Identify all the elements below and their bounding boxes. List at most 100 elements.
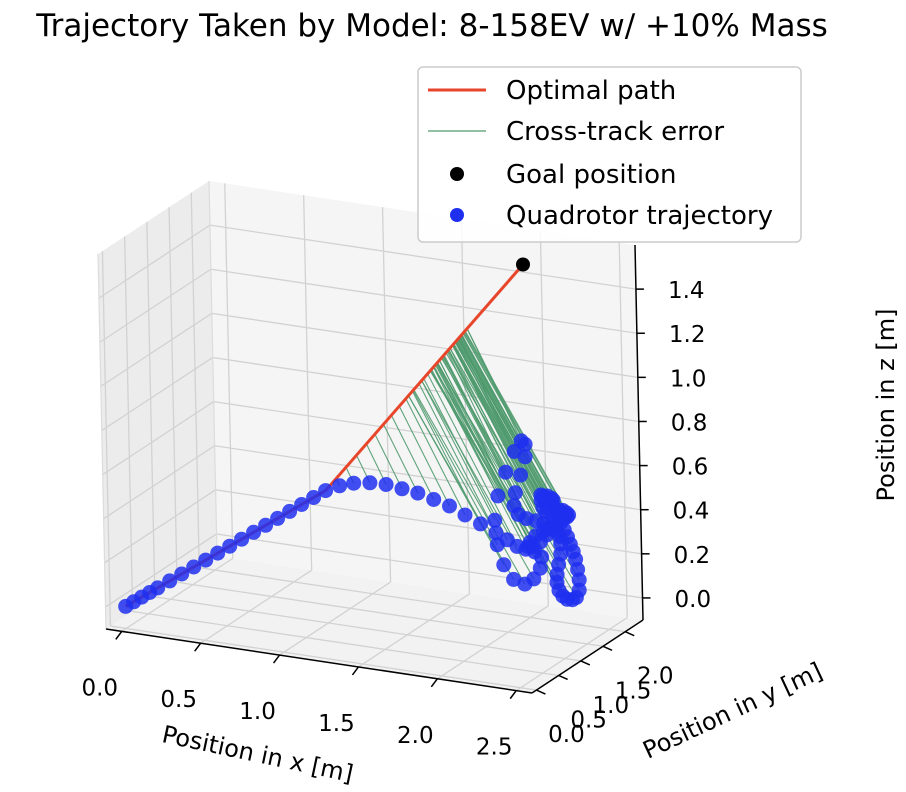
z-axis-label: Position in z [m] <box>872 309 900 502</box>
trajectory-point <box>442 498 457 514</box>
grid-x-back-0.0 <box>224 183 234 559</box>
cross-track-error-line <box>464 330 570 516</box>
trajectory-point <box>507 485 523 501</box>
trajectory-point <box>362 475 378 491</box>
x-tick-label: 2.5 <box>476 735 513 761</box>
cross-track-error-line <box>365 443 387 485</box>
x-tick-label: 0.5 <box>160 687 197 713</box>
z-axis-line <box>634 244 644 621</box>
cross-track-error-line <box>427 373 518 547</box>
cross-track-error-line <box>452 344 544 508</box>
grid-z-back-0.4 <box>214 445 641 511</box>
cross-track-error-line <box>463 332 568 518</box>
cross-track-error-line <box>447 350 544 532</box>
z-tick-label: 1.2 <box>669 322 706 348</box>
z-tick-label: 0.8 <box>671 410 708 436</box>
grid-x-back-0.5 <box>303 195 313 571</box>
z-tick-label: 1.0 <box>670 366 707 392</box>
grid-z-back-1.4 <box>209 224 637 290</box>
cross-track-error-line <box>460 335 552 499</box>
trajectory-point <box>496 557 512 573</box>
pane-edge-1 <box>97 253 107 630</box>
x-tick-label: 1.0 <box>239 699 276 725</box>
y-tick-mark-0.5 <box>558 674 568 681</box>
trajectory-point <box>488 525 504 541</box>
grid-z-wall-0.8 <box>101 356 214 432</box>
goal-position-series <box>516 257 530 272</box>
quadrotor-trajectory-series <box>118 433 587 614</box>
y-tick-label: 1.5 <box>615 678 652 704</box>
x-axis-line <box>105 628 533 694</box>
grid-x-back-1.5 <box>460 218 471 594</box>
cross-track-error-line <box>438 359 519 515</box>
trajectory-point <box>150 580 166 596</box>
y-tick-mark-0.0 <box>536 689 546 695</box>
cross-track-error-line <box>464 331 567 514</box>
cross-track-error-line <box>452 344 547 513</box>
trajectory-point <box>394 481 410 497</box>
goal-point <box>516 257 530 272</box>
x-tick-mark-0.5 <box>194 642 202 652</box>
trajectory-point <box>517 436 533 452</box>
trajectory-point <box>533 487 549 503</box>
grid-z-wall-1.0 <box>100 312 213 387</box>
trajectory-point <box>457 507 473 523</box>
trajectory-point <box>258 517 274 533</box>
trajectory-point <box>490 488 506 504</box>
grid-y-floor-1.0 <box>154 596 581 662</box>
trajectory-point <box>378 477 394 492</box>
grid-y-wall-1.5 <box>168 207 178 583</box>
trajectory-point <box>513 467 529 483</box>
grid-z-back-1.2 <box>210 268 637 334</box>
trajectory-point <box>534 549 550 565</box>
trajectory-point <box>306 490 322 505</box>
grid-y-wall-0.0 <box>101 251 112 627</box>
z-tick-label: 0.2 <box>674 543 711 569</box>
trajectory-point <box>473 516 488 532</box>
cross-track-error-line <box>383 424 419 494</box>
y-tick-label: 2.0 <box>637 664 674 690</box>
y-tick-label: 0.0 <box>548 722 585 748</box>
x-tick-label: 0.0 <box>81 675 118 701</box>
trajectory-point <box>487 512 503 528</box>
x-tick-mark-1.0 <box>272 654 281 664</box>
pane-left-wall <box>98 181 217 629</box>
x-tick-mark-2.5 <box>509 690 517 700</box>
trajectory-point <box>222 538 238 554</box>
grid-y-floor-2.0 <box>199 567 626 633</box>
y-axis-line <box>531 619 644 694</box>
grid-y-wall-0.5 <box>123 236 134 612</box>
x-tick-mark-1.5 <box>351 666 360 676</box>
pane-floor <box>106 556 643 693</box>
legend-frame <box>417 66 802 243</box>
trajectory-point <box>198 552 214 568</box>
trajectory-point <box>489 537 505 553</box>
grid-z-back-1.0 <box>211 312 638 378</box>
trajectory-point <box>517 449 533 465</box>
chart-title: Trajectory Taken by Model: 8-158EV w/ +1… <box>35 8 828 44</box>
trajectory-point <box>270 510 286 526</box>
grid-z-wall-0.2 <box>104 489 216 564</box>
z-tick-label: 0.0 <box>675 587 712 613</box>
trajectory-point <box>517 576 533 592</box>
x-tick-mark-2.0 <box>430 678 438 688</box>
y-tick-mark-2.0 <box>624 630 635 637</box>
trajectory-point <box>332 478 348 494</box>
trajectory-point <box>498 464 514 480</box>
legend-label-goal-position: Goal position <box>506 160 676 190</box>
cross-track-error-line <box>390 414 435 500</box>
legend-label-quadrotor-trajectory: Quadrotor trajectory <box>506 201 773 231</box>
y-tick-label: 1.0 <box>593 693 630 719</box>
z-tick-label: 1.4 <box>668 278 705 304</box>
grid-z-wall-0.0 <box>105 533 217 608</box>
grid-y-floor-0.5 <box>132 610 559 677</box>
cross-track-error-line <box>462 332 564 511</box>
trajectory-point <box>294 497 310 512</box>
cross-track-error-line <box>405 398 466 516</box>
cross-track-error-line <box>454 341 553 517</box>
y-tick-label: 0.5 <box>570 707 607 733</box>
legend-swatch-quadrotor-trajectory <box>450 208 464 222</box>
cross-track-error-line <box>456 340 542 496</box>
axis-lines <box>105 244 651 700</box>
